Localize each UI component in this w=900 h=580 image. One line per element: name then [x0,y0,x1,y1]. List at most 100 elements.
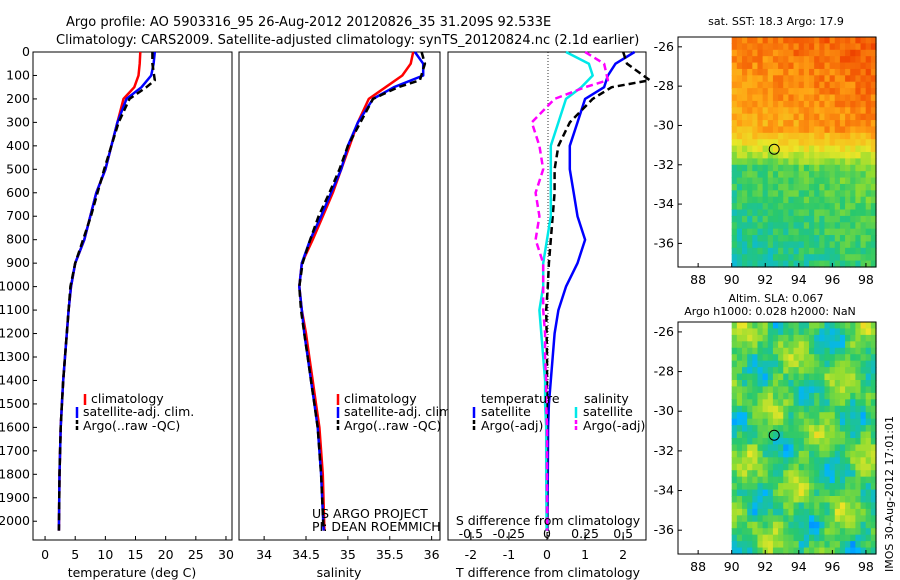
heatmap-cell [855,521,862,529]
heatmap-cell [850,37,856,44]
heatmap-cell [803,203,810,211]
heatmap-cell [788,158,795,166]
heatmap-cell [742,380,748,388]
heatmap-cell [752,164,759,172]
heatmap-cell [783,399,789,407]
heatmap-cell [752,88,759,96]
heatmap-cell [762,399,769,407]
heatmap-cell [845,222,851,230]
temperature-x-axis: 0 5 10 15 20 25 30 [41,536,234,562]
heatmap-cell [798,196,805,204]
heatmap-cell [767,322,774,330]
heatmap-cell [788,463,795,471]
heatmap-cell [778,418,784,426]
heatmap-cell [742,132,748,140]
heatmap-cell [834,547,841,555]
heatmap-cell [778,412,784,420]
heatmap-cell [778,470,784,478]
heatmap-cell [767,145,774,153]
heatmap-cell [839,241,846,249]
heatmap-cell [731,132,738,140]
heatmap-cell [803,425,810,433]
heatmap-cell [767,171,774,179]
depth-tick-label: 1500 [0,396,30,411]
legend-s-argo-label: Argo(-adj) [583,418,645,433]
heatmap-cell [731,341,738,349]
heatmap-cell [767,260,774,268]
heatmap-cell [767,132,774,140]
heatmap-cell [736,392,743,400]
heatmap-cell [850,209,856,217]
heatmap-cell [778,235,784,243]
heatmap-cell [824,508,831,516]
heatmap-cell [772,43,779,51]
heatmap-cell [803,392,810,400]
heatmap-cell [788,515,795,523]
heatmap-cell [747,322,753,330]
heatmap-cell [772,171,779,179]
heatmap-cell [731,62,738,70]
heatmap-cell [809,328,815,336]
heatmap-cell [819,94,826,102]
heatmap-cell [834,450,841,458]
heatmap-cell [762,190,769,198]
heatmap-cell [809,132,815,140]
heatmap-cell [757,126,764,134]
heatmap-cell [834,228,841,236]
heatmap-cell [860,126,867,134]
heatmap-cell [778,132,784,140]
heatmap-cell [870,126,877,134]
heatmap-cell [778,360,784,368]
heatmap-cell [824,373,831,381]
heatmap-cell [860,528,867,536]
heatmap-cell [752,547,759,555]
heatmap-cell [757,528,764,536]
heatmap-cell [788,476,795,484]
heatmap-cell [788,354,795,362]
heatmap-cell [742,354,748,362]
heatmap-cell [819,405,826,413]
heatmap-cell [778,196,784,204]
heatmap-cell [762,392,769,400]
heatmap-cell [731,470,738,478]
heatmap-cell [850,463,856,471]
heatmap-cell [752,68,759,76]
heatmap-cell [829,450,836,458]
heatmap-cell [865,183,872,191]
heatmap-cell [762,158,769,166]
heatmap-cell [752,56,759,64]
heatmap-cell [839,431,846,439]
heatmap-cell [752,209,759,217]
heatmap-cell [855,183,862,191]
heatmap-cell [845,547,851,555]
heatmap-cell [772,463,779,471]
heatmap-cell [752,247,759,255]
heatmap-cell [803,81,810,89]
heatmap-cell [757,43,764,51]
heatmap-cell [814,171,820,179]
heatmap-cell [865,215,872,223]
heatmap-cell [793,171,800,179]
heatmap-cell [731,322,738,330]
heatmap-cell [762,463,769,471]
series-line-argo-raw-qc [298,51,427,531]
heatmap-cell [819,412,826,420]
heatmap-cell [824,43,831,51]
heatmap-cell [819,209,826,217]
heatmap-cell [762,203,769,211]
heatmap-cell [731,496,738,504]
heatmap-cell [809,62,815,70]
heatmap-cell [839,399,846,407]
heatmap-cell [731,183,738,191]
heatmap-cell [839,476,846,484]
heatmap-cell [783,81,789,89]
heatmap-cell [834,515,841,523]
heatmap-cell [798,502,805,510]
heatmap-cell [850,100,856,108]
heatmap-cell [865,521,872,529]
heatmap-cell [860,521,867,529]
heatmap-cell [783,126,789,134]
heatmap-cell [798,463,805,471]
heatmap-cell [772,196,779,204]
heatmap-cell [736,373,743,381]
